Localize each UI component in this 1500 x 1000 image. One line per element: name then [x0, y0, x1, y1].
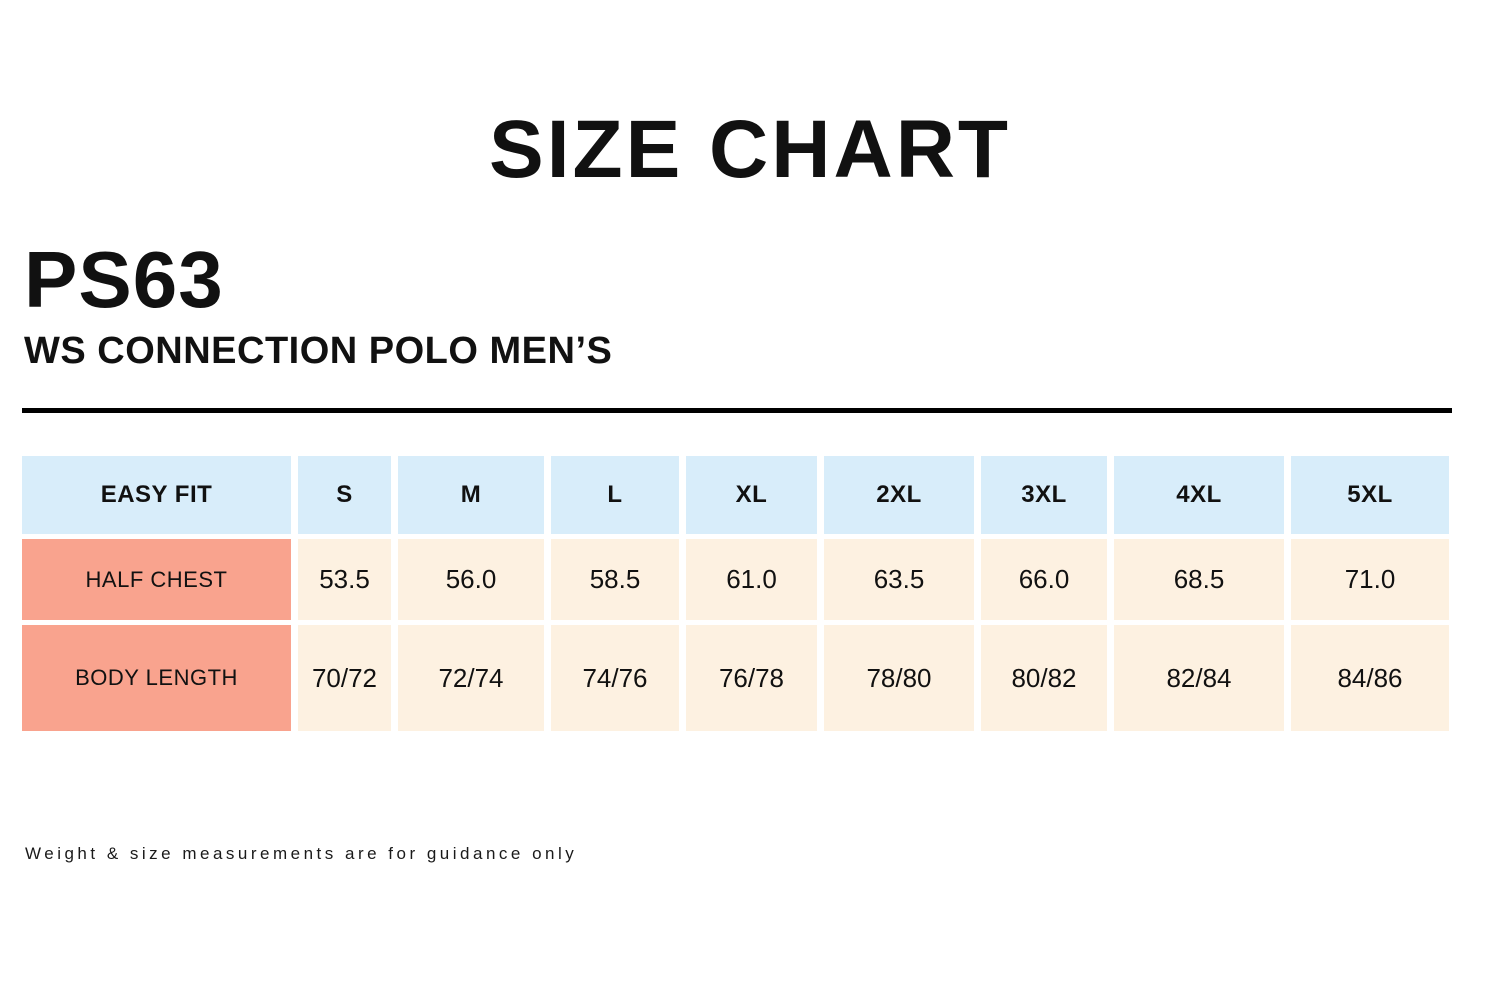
column-header-l: L [551, 456, 679, 534]
half-chest-xl: 61.0 [686, 539, 817, 620]
column-header-4xl: 4XL [1114, 456, 1284, 534]
product-name: WS CONNECTION POLO MEN’S [24, 330, 613, 372]
body-length-xl: 76/78 [686, 625, 817, 731]
body-length-l: 74/76 [551, 625, 679, 731]
half-chest-s: 53.5 [298, 539, 391, 620]
row-label-body-length: BODY LENGTH [22, 625, 291, 731]
body-length-2xl: 78/80 [824, 625, 974, 731]
column-header-5xl: 5XL [1291, 456, 1449, 534]
body-length-5xl: 84/86 [1291, 625, 1449, 731]
half-chest-2xl: 63.5 [824, 539, 974, 620]
body-length-3xl: 80/82 [981, 625, 1107, 731]
body-length-4xl: 82/84 [1114, 625, 1284, 731]
column-header-s: S [298, 456, 391, 534]
half-chest-4xl: 68.5 [1114, 539, 1284, 620]
half-chest-l: 58.5 [551, 539, 679, 620]
divider-line [22, 408, 1452, 413]
product-code: PS63 [24, 235, 224, 324]
half-chest-m: 56.0 [398, 539, 544, 620]
column-header-xl: XL [686, 456, 817, 534]
fit-type-header: EASY FIT [22, 456, 291, 534]
body-length-s: 70/72 [298, 625, 391, 731]
body-length-m: 72/74 [398, 625, 544, 731]
size-chart-table: EASY FIT S M L XL 2XL 3XL 4XL 5XL HALF C… [22, 456, 1449, 731]
page-title: SIZE CHART [489, 104, 1011, 195]
half-chest-3xl: 66.0 [981, 539, 1107, 620]
column-header-m: M [398, 456, 544, 534]
column-header-2xl: 2XL [824, 456, 974, 534]
row-label-half-chest: HALF CHEST [22, 539, 291, 620]
half-chest-5xl: 71.0 [1291, 539, 1449, 620]
column-header-3xl: 3XL [981, 456, 1107, 534]
footnote: Weight & size measurements are for guida… [25, 844, 578, 863]
